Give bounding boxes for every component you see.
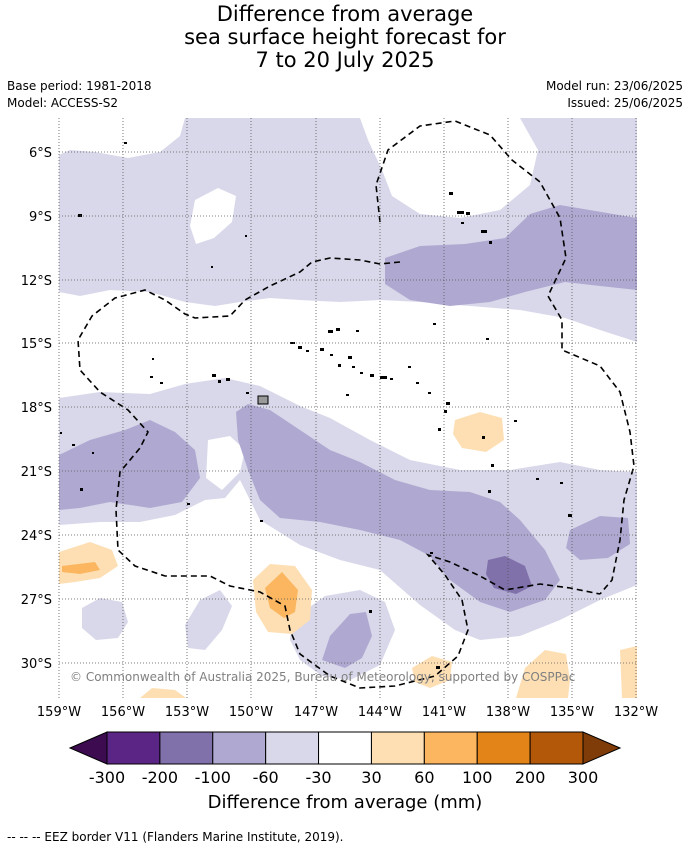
lon-tick-label: 144°W <box>358 705 402 720</box>
lat-axis: 6°S 9°S 12°S 15°S 18°S 21°S 24°S 27°S 30°S <box>21 146 52 672</box>
lat-tick-label: 9°S <box>29 210 52 225</box>
eez-borders <box>77 120 635 689</box>
colorbar-tick-label: 60 <box>414 768 435 787</box>
lon-tick-label: 159°W <box>37 705 81 720</box>
eez-border-north <box>375 120 635 595</box>
colorbar-tick-label: -300 <box>88 768 126 787</box>
grid-lines <box>58 118 637 698</box>
model-name: Model: ACCESS-S2 <box>7 96 119 110</box>
colorbar-swatch <box>265 731 320 765</box>
field-neg60-south <box>322 612 372 668</box>
title-line-2: sea surface height forecast for <box>184 25 506 49</box>
field-pos60-west <box>62 562 100 574</box>
colorbar-tick-label: -30 <box>305 768 332 787</box>
field-pos30-east-edge <box>620 646 637 698</box>
colorbar-swatch <box>423 731 478 765</box>
lat-tick-label: 24°S <box>21 529 52 544</box>
lat-tick-label: 15°S <box>21 337 52 352</box>
meta-left: Base period: 1981-2018 Model: ACCESS-S2 <box>7 78 152 112</box>
colorbar-swatch <box>212 731 267 765</box>
island-tahiti <box>257 395 269 405</box>
chart-title: Difference from average sea surface heig… <box>0 3 690 72</box>
copyright-text: © Commonwealth of Australia 2025, Bureau… <box>70 670 575 684</box>
colorbar-title: Difference from average (mm) <box>207 792 483 813</box>
colorbar-under-arrow <box>68 731 108 765</box>
colorbar-swatch <box>106 731 161 765</box>
colorbar-swatch <box>159 731 214 765</box>
colorbar-tick-label: 200 <box>514 768 546 787</box>
colorbar-over-arrow <box>582 731 622 765</box>
field-neg30-west-south <box>82 598 128 640</box>
lon-tick-label: 147°W <box>294 705 338 720</box>
colorbar-tick-label: -60 <box>252 768 279 787</box>
field-neg60-north <box>385 205 637 306</box>
field-pos30-south-west <box>140 688 186 698</box>
colorbar-swatch <box>370 731 425 765</box>
lon-tick-label: 135°W <box>550 705 594 720</box>
field-white-north-3 <box>59 118 185 158</box>
lat-tick-label: 12°S <box>21 274 52 289</box>
field-neg60-west <box>59 420 200 510</box>
colorbar-tick-label: 30 <box>361 768 382 787</box>
base-period: Base period: 1981-2018 <box>7 79 152 93</box>
colorbar-tick-label: 100 <box>461 768 493 787</box>
meta-right: Model run: 23/06/2025 Issued: 25/06/2025 <box>546 78 683 112</box>
lon-tick-label: 153°W <box>165 705 209 720</box>
colorbar-tick-label: -200 <box>141 768 179 787</box>
lon-tick-label: 141°W <box>422 705 466 720</box>
eez-footnote: -- -- -- EEZ border V11 (Flanders Marine… <box>7 830 344 844</box>
eez-border-cookislands <box>77 257 601 689</box>
title-line-1: Difference from average <box>216 2 474 26</box>
lat-tick-label: 21°S <box>21 465 52 480</box>
colorbar-swatch <box>476 731 531 765</box>
lon-tick-label: 138°W <box>486 705 530 720</box>
colorbar-swatch <box>318 731 372 765</box>
colorbar-swatch <box>529 731 584 765</box>
field-neg60-east <box>566 516 630 560</box>
issued-date: Issued: 25/06/2025 <box>567 96 683 110</box>
title-line-3: 7 to 20 July 2025 <box>255 48 435 72</box>
field-pos30-south-east <box>516 650 570 698</box>
lon-tick-label: 132°W <box>614 705 658 720</box>
field-pos60-central <box>265 572 298 618</box>
colorbar-tick-label: 300 <box>567 768 599 787</box>
lat-tick-label: 30°S <box>21 657 52 672</box>
lat-tick-label: 27°S <box>21 593 52 608</box>
field-white-south <box>206 436 245 490</box>
lon-axis: 159°W 156°W 153°W 150°W 147°W 144°W 141°W 138°W… <box>37 705 658 720</box>
model-run: Model run: 23/06/2025 <box>545 79 683 93</box>
colorbar-tick-label: -100 <box>194 768 231 787</box>
lon-tick-label: 150°W <box>229 705 273 720</box>
field-neg30-south-left <box>185 590 232 650</box>
field-pos30-north-east <box>453 412 504 452</box>
lat-tick-label: 6°S <box>29 146 52 161</box>
colorbar <box>68 731 622 765</box>
lat-tick-label: 18°S <box>21 401 52 416</box>
lon-tick-label: 156°W <box>101 705 145 720</box>
anomaly-fields <box>59 118 637 698</box>
field-neg60-central <box>236 404 560 612</box>
field-white-north-1 <box>360 118 538 218</box>
field-neg100 <box>486 556 532 594</box>
